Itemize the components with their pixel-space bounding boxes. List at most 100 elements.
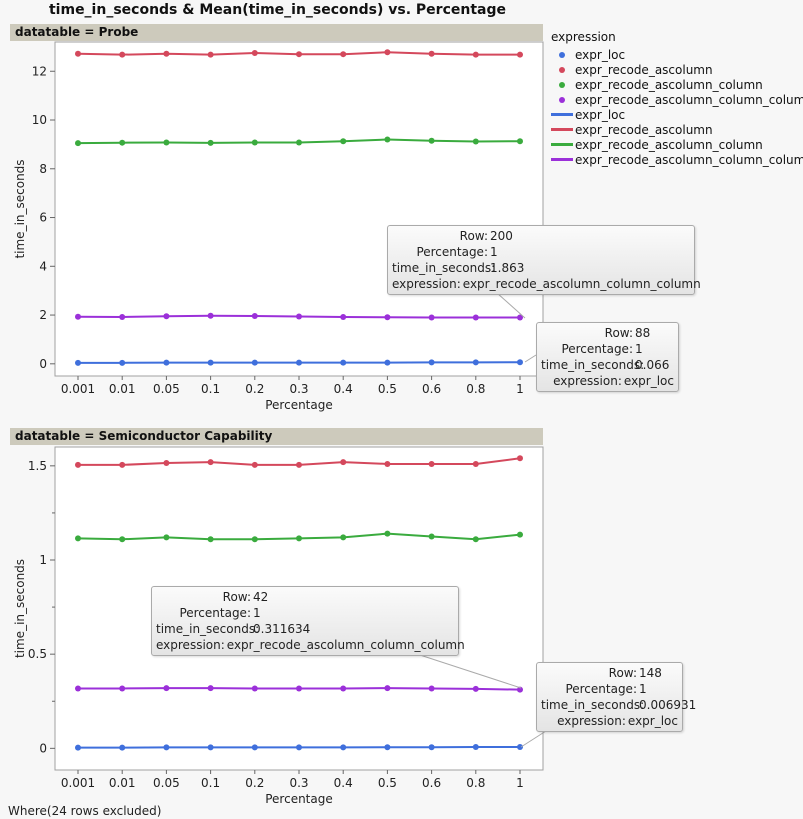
data-point[interactable] bbox=[163, 50, 170, 57]
data-point[interactable] bbox=[207, 359, 214, 366]
data-point[interactable] bbox=[163, 313, 170, 320]
data-point[interactable] bbox=[119, 744, 126, 751]
data-point[interactable] bbox=[384, 530, 391, 537]
legend-item[interactable]: expr_recode_ascolumn bbox=[551, 62, 803, 77]
legend-item[interactable]: expr_recode_ascolumn_column_column bbox=[551, 92, 803, 107]
legend-item[interactable]: expr_recode_ascolumn_column_column bbox=[551, 152, 803, 167]
data-point[interactable] bbox=[296, 359, 302, 366]
data-point[interactable] bbox=[75, 50, 81, 57]
data-point[interactable] bbox=[119, 536, 126, 543]
data-point[interactable] bbox=[340, 138, 347, 145]
data-point[interactable] bbox=[384, 136, 391, 143]
data-point[interactable] bbox=[517, 744, 523, 751]
data-point[interactable] bbox=[517, 314, 523, 321]
data-point[interactable] bbox=[296, 744, 302, 751]
data-point[interactable] bbox=[75, 535, 81, 542]
legend-item[interactable]: expr_loc bbox=[551, 47, 803, 62]
data-point[interactable] bbox=[428, 50, 435, 57]
data-point[interactable] bbox=[251, 49, 258, 56]
data-point[interactable] bbox=[207, 459, 214, 466]
data-point[interactable] bbox=[428, 314, 435, 321]
data-point[interactable] bbox=[75, 744, 81, 751]
data-point[interactable] bbox=[163, 685, 170, 692]
data-point[interactable] bbox=[119, 139, 126, 146]
panel-header-probe[interactable]: datatable = Probe bbox=[10, 24, 543, 41]
data-point[interactable] bbox=[207, 744, 214, 751]
data-point[interactable] bbox=[296, 139, 302, 146]
data-point[interactable] bbox=[428, 685, 435, 692]
data-point[interactable] bbox=[296, 685, 302, 692]
data-point[interactable] bbox=[340, 744, 347, 751]
data-point[interactable] bbox=[472, 51, 479, 58]
hover-label-key: expression: bbox=[553, 374, 622, 388]
data-point[interactable] bbox=[340, 359, 347, 366]
data-point[interactable] bbox=[207, 139, 214, 146]
data-point[interactable] bbox=[75, 461, 81, 468]
data-point[interactable] bbox=[428, 533, 435, 540]
data-point[interactable] bbox=[428, 359, 435, 366]
data-point[interactable] bbox=[296, 313, 302, 320]
data-point[interactable] bbox=[75, 313, 81, 320]
data-point[interactable] bbox=[207, 312, 214, 319]
data-point[interactable] bbox=[75, 685, 81, 692]
data-point[interactable] bbox=[384, 460, 391, 467]
data-point[interactable] bbox=[296, 535, 302, 542]
plot-frame[interactable] bbox=[54, 41, 544, 377]
data-point[interactable] bbox=[384, 314, 391, 321]
legend-item[interactable]: expr_loc bbox=[551, 107, 803, 122]
data-point[interactable] bbox=[251, 359, 258, 366]
data-point[interactable] bbox=[472, 314, 479, 321]
data-point[interactable] bbox=[472, 138, 479, 145]
data-point[interactable] bbox=[251, 139, 258, 146]
data-point[interactable] bbox=[517, 686, 523, 693]
data-point[interactable] bbox=[472, 685, 479, 692]
data-point[interactable] bbox=[296, 51, 302, 58]
data-point[interactable] bbox=[517, 51, 523, 58]
data-point[interactable] bbox=[119, 51, 126, 58]
data-point[interactable] bbox=[428, 137, 435, 144]
legend-item[interactable]: expr_recode_ascolumn_column bbox=[551, 77, 803, 92]
panel-header-semiconductor[interactable]: datatable = Semiconductor Capability bbox=[10, 428, 543, 445]
legend-item[interactable]: expr_recode_ascolumn_column bbox=[551, 137, 803, 152]
data-point[interactable] bbox=[384, 685, 391, 692]
data-point[interactable] bbox=[428, 744, 435, 751]
data-point[interactable] bbox=[207, 536, 214, 543]
data-point[interactable] bbox=[340, 314, 347, 321]
data-point[interactable] bbox=[251, 313, 258, 320]
data-point[interactable] bbox=[472, 359, 479, 366]
data-point[interactable] bbox=[428, 460, 435, 467]
data-point[interactable] bbox=[119, 314, 126, 321]
data-point[interactable] bbox=[119, 359, 126, 366]
data-point[interactable] bbox=[384, 49, 391, 56]
data-point[interactable] bbox=[163, 359, 170, 366]
data-point[interactable] bbox=[472, 744, 479, 751]
data-point[interactable] bbox=[207, 685, 214, 692]
data-point[interactable] bbox=[384, 744, 391, 751]
data-point[interactable] bbox=[251, 685, 258, 692]
data-point[interactable] bbox=[163, 139, 170, 146]
data-point[interactable] bbox=[251, 536, 258, 543]
data-point[interactable] bbox=[119, 461, 126, 468]
data-point[interactable] bbox=[119, 685, 126, 692]
data-point[interactable] bbox=[75, 359, 81, 366]
data-point[interactable] bbox=[340, 51, 347, 58]
data-point[interactable] bbox=[384, 359, 391, 366]
data-point[interactable] bbox=[340, 685, 347, 692]
data-point[interactable] bbox=[517, 138, 523, 145]
data-point[interactable] bbox=[517, 531, 523, 538]
data-point[interactable] bbox=[472, 460, 479, 467]
data-point[interactable] bbox=[251, 744, 258, 751]
data-point[interactable] bbox=[251, 461, 258, 468]
data-point[interactable] bbox=[163, 744, 170, 751]
data-point[interactable] bbox=[517, 455, 523, 462]
data-point[interactable] bbox=[207, 51, 214, 58]
data-point[interactable] bbox=[340, 459, 347, 466]
data-point[interactable] bbox=[163, 460, 170, 467]
legend-item[interactable]: expr_recode_ascolumn bbox=[551, 122, 803, 137]
data-point[interactable] bbox=[472, 536, 479, 543]
data-point[interactable] bbox=[75, 140, 81, 147]
data-point[interactable] bbox=[517, 359, 523, 366]
data-point[interactable] bbox=[296, 461, 302, 468]
data-point[interactable] bbox=[340, 534, 347, 541]
data-point[interactable] bbox=[163, 534, 170, 541]
